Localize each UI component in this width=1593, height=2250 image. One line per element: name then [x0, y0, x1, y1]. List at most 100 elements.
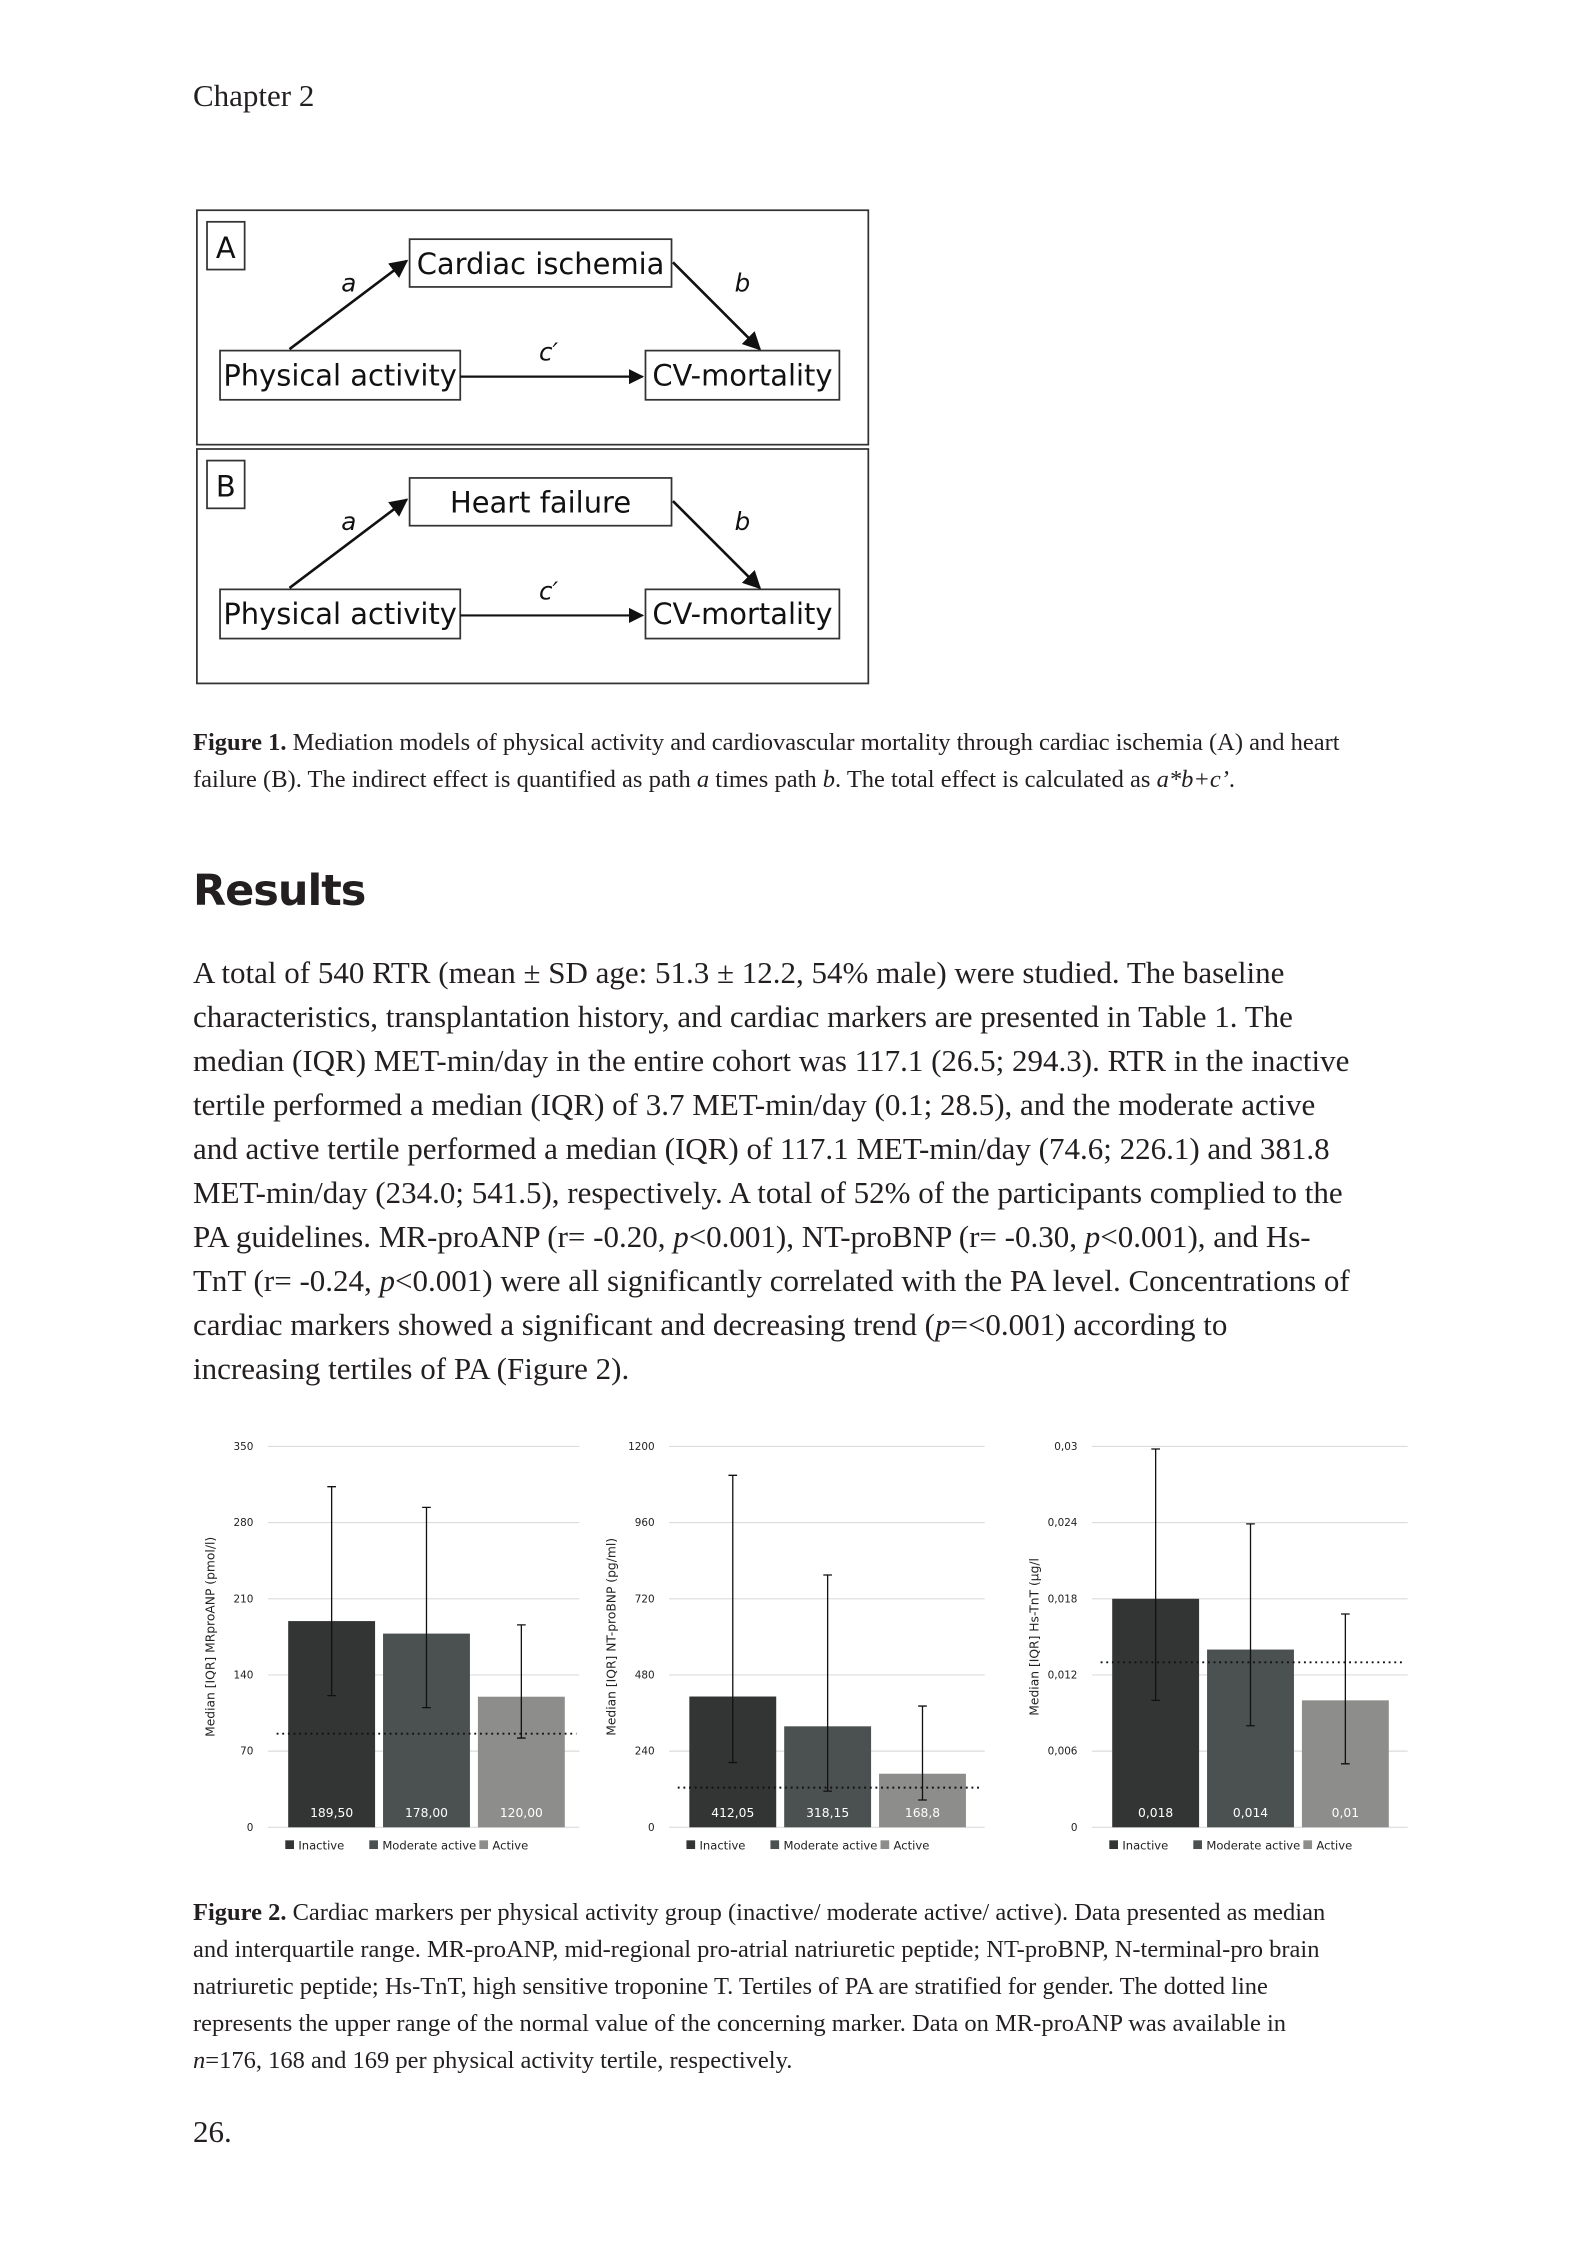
legend-label: Inactive	[699, 1839, 745, 1853]
y-tick-label: 0,024	[1048, 1517, 1078, 1529]
error-bar	[422, 1506, 431, 1709]
y-axis-label: Median [IQR] Hs-TnT (µg/l	[1027, 1558, 1041, 1716]
outcome-box	[644, 588, 841, 640]
arrow-b	[672, 261, 762, 351]
legend-swatch	[369, 1840, 378, 1850]
y-tick-label: 0,03	[1054, 1441, 1077, 1453]
path-label: c′	[539, 338, 559, 367]
text-run: <0.001) were all significantly correlate…	[193, 1263, 1350, 1342]
error-bar	[1246, 1523, 1255, 1727]
y-tick-label: 480	[635, 1670, 655, 1682]
figure-2-caption: Figure 2. Cardiac markers per physical a…	[193, 1894, 1348, 2079]
figure-2-charts: 0 70 140 210 280 350 Median [IQR] MRproANP (pm…	[203, 1441, 1408, 1853]
value-label: 189,50	[310, 1806, 353, 1820]
legend-swatch	[1303, 1840, 1313, 1850]
exposure-box	[219, 588, 462, 640]
panel-label-box	[206, 220, 246, 271]
arrow-a	[288, 259, 409, 351]
value-label: 0,018	[1138, 1806, 1173, 1820]
y-tick-label: 140	[234, 1670, 254, 1682]
chapter-header: Chapter 2	[193, 78, 315, 113]
text-run: .	[1228, 766, 1236, 793]
italic-text: p	[379, 1263, 396, 1298]
legend-label: Inactive	[298, 1839, 344, 1853]
legend-label: Active	[894, 1839, 930, 1853]
legend-swatch	[1193, 1840, 1202, 1850]
figure-1-caption: Figure 1. Mediation models of physical a…	[193, 724, 1348, 798]
text-run: <0.001), and Hs-TnT (r= -0.24,	[193, 1219, 1311, 1298]
figure-1-diagram: A Cardiac ischemia Physical activity CV-mor…	[196, 209, 870, 685]
error-bar	[918, 1705, 927, 1801]
y-axis-label: Median [IQR] MRproANP (pmol/l)	[203, 1537, 217, 1737]
value-label: 0,014	[1233, 1806, 1268, 1820]
text-run: Mediation models of physical activity an…	[193, 729, 1340, 793]
y-axis-label: Median [IQR] NT-proBNP (pg/ml)	[604, 1538, 618, 1736]
italic-text: p	[673, 1219, 689, 1254]
error-bar	[728, 1474, 738, 1764]
path-label: b	[735, 507, 751, 536]
legend-swatch	[479, 1840, 489, 1850]
legend-label: Active	[492, 1839, 528, 1853]
legend-label: Active	[1316, 1839, 1352, 1853]
legend-label: Moderate active	[1206, 1839, 1300, 1853]
value-label: 318,15	[806, 1806, 849, 1820]
italic-text: a	[696, 766, 710, 793]
outcome-box	[644, 349, 841, 401]
y-tick-label: 240	[635, 1746, 655, 1758]
value-label: 0,01	[1332, 1806, 1359, 1820]
outcome-label: CV-mortality	[652, 358, 832, 392]
legend-swatch	[285, 1840, 294, 1850]
y-tick-label: 0,018	[1048, 1593, 1078, 1605]
y-tick-label: 0	[648, 1822, 655, 1834]
arrow-b	[672, 500, 762, 590]
italic-text: p	[934, 1307, 951, 1342]
panel-frame	[196, 448, 870, 685]
text-run: =176, 168 and 169 per physical activity …	[205, 2047, 793, 2074]
error-bar	[823, 1574, 832, 1792]
mediator-label: Cardiac ischemia	[417, 247, 665, 281]
value-label: 120,00	[500, 1806, 543, 1820]
y-tick-label: 960	[635, 1517, 655, 1529]
caption-label: Figure 2.	[193, 1899, 287, 1926]
y-tick-label: 0	[247, 1822, 254, 1834]
y-tick-label: 210	[234, 1593, 254, 1605]
legend-swatch	[686, 1840, 696, 1850]
mediator-box	[408, 477, 673, 527]
italic-text: n	[193, 2047, 206, 2074]
y-tick-label: 0	[1071, 1822, 1078, 1834]
mediator-label: Heart failure	[450, 486, 631, 520]
panel-label-box	[206, 459, 246, 510]
error-bar	[1341, 1613, 1350, 1765]
text-run: <0.001), NT-proBNP (r= -0.30,	[688, 1219, 1085, 1254]
path-label: a	[341, 507, 356, 536]
value-label: 178,00	[405, 1806, 448, 1820]
text-run: A total of 540 RTR (mean ± SD age: 51.3 …	[193, 955, 1350, 1254]
exposure-box	[219, 349, 462, 401]
arrow-a	[288, 498, 409, 589]
exposure-label: Physical activity	[223, 597, 457, 631]
mediator-box	[408, 238, 673, 288]
italic-text: b	[822, 766, 836, 793]
path-label: a	[341, 268, 356, 297]
page-number: 26.	[193, 2114, 232, 2149]
text-run: =<0.001) according to increasing tertile…	[193, 1307, 1228, 1386]
y-tick-label: 70	[240, 1746, 253, 1758]
y-tick-label: 0,012	[1048, 1670, 1078, 1682]
legend-swatch	[770, 1840, 780, 1850]
legend-label: Inactive	[1122, 1839, 1168, 1853]
y-tick-label: 350	[234, 1441, 254, 1453]
y-tick-label: 720	[635, 1593, 655, 1605]
y-tick-label: 280	[234, 1517, 254, 1529]
outcome-label: CV-mortality	[652, 597, 832, 631]
panel-frame	[196, 209, 870, 446]
error-bar	[517, 1624, 526, 1739]
text-run: Cardiac markers per physical activity gr…	[193, 1899, 1326, 2037]
path-label: b	[735, 268, 751, 297]
section-heading: Results	[193, 866, 366, 916]
panel-label: A	[216, 231, 236, 265]
results-paragraph: A total of 540 RTR (mean ± SD age: 51.3 …	[193, 951, 1358, 1391]
panel-label: B	[216, 470, 236, 504]
italic-text: a*b+c’	[1156, 766, 1229, 793]
y-tick-label: 0,006	[1048, 1746, 1078, 1758]
